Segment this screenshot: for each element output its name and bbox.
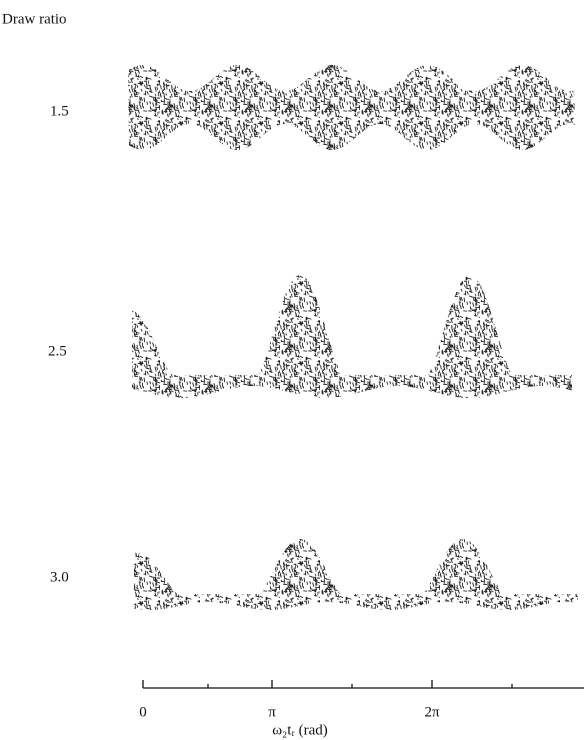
x-tick-label: 2π bbox=[424, 704, 440, 720]
x-tick-label: 0 bbox=[139, 704, 147, 720]
envelope bbox=[128, 65, 575, 150]
row-label: 2.5 bbox=[48, 343, 67, 359]
x-axis-label: ω₂tᵣ (rad) bbox=[272, 722, 328, 738]
envelopes bbox=[128, 65, 578, 610]
axis-ticks bbox=[143, 680, 512, 688]
figure: Draw ratio 1.5 2.5 3.0 0 π 2π ω₂tᵣ (rad) bbox=[0, 0, 586, 740]
envelope bbox=[132, 275, 572, 398]
x-tick-label: π bbox=[268, 704, 276, 720]
row-label: 3.0 bbox=[50, 569, 69, 585]
envelope bbox=[134, 539, 578, 610]
row-label: 1.5 bbox=[50, 103, 69, 119]
y-heading: Draw ratio bbox=[2, 11, 67, 27]
